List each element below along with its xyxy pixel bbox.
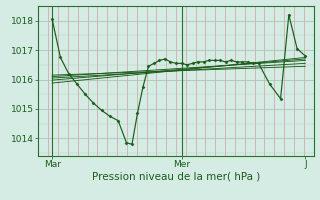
- X-axis label: Pression niveau de la mer( hPa ): Pression niveau de la mer( hPa ): [92, 172, 260, 182]
